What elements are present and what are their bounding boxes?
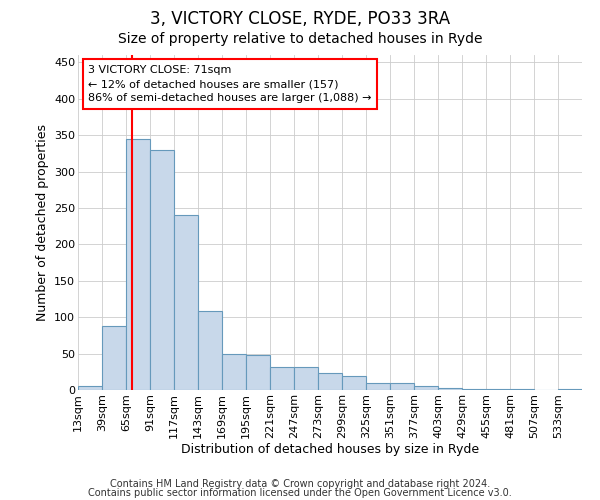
Y-axis label: Number of detached properties: Number of detached properties (35, 124, 49, 321)
Bar (438, 388, 462, 390)
Bar (366, 382, 390, 390)
Bar (174, 215, 198, 390)
Bar (294, 368, 318, 390)
Bar (462, 388, 486, 390)
Text: Size of property relative to detached houses in Ryde: Size of property relative to detached ho… (118, 32, 482, 46)
Bar (246, 355, 270, 390)
Bar (390, 382, 414, 390)
Bar (222, 354, 246, 390)
Text: 3 VICTORY CLOSE: 71sqm
← 12% of detached houses are smaller (157)
86% of semi-de: 3 VICTORY CLOSE: 71sqm ← 12% of detached… (88, 65, 371, 103)
Text: Contains HM Land Registry data © Crown copyright and database right 2024.: Contains HM Land Registry data © Crown c… (110, 479, 490, 489)
X-axis label: Distribution of detached houses by size in Ryde: Distribution of detached houses by size … (181, 444, 479, 456)
Text: Contains public sector information licensed under the Open Government Licence v3: Contains public sector information licen… (88, 488, 512, 498)
Bar (198, 312, 222, 390)
Bar (414, 386, 438, 390)
Bar (150, 150, 174, 390)
Text: 3, VICTORY CLOSE, RYDE, PO33 3RA: 3, VICTORY CLOSE, RYDE, PO33 3RA (150, 10, 450, 28)
Bar (318, 372, 342, 390)
Bar (126, 138, 150, 390)
Bar (102, 326, 126, 390)
Bar (78, 386, 102, 390)
Bar (342, 376, 366, 390)
Bar (270, 368, 294, 390)
